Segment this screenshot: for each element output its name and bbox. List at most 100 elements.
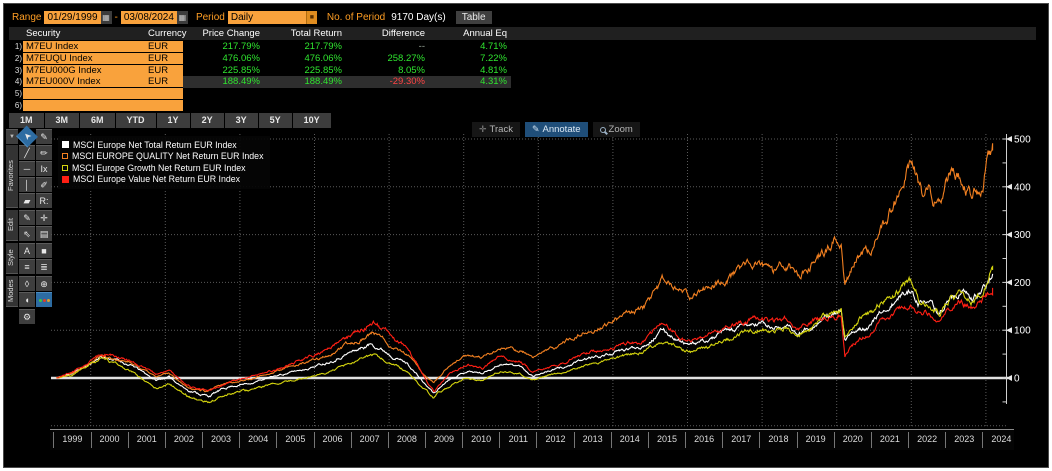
pencil-icon[interactable]: ✎: [36, 129, 52, 144]
year-label: 2003: [211, 434, 232, 444]
tab-ytd[interactable]: YTD: [115, 113, 156, 128]
column-header-currency[interactable]: Currency: [148, 28, 187, 39]
year-tick: [239, 432, 241, 448]
list-lines-icon[interactable]: ≣: [36, 259, 52, 274]
rectangle-icon[interactable]: ■: [36, 243, 52, 258]
color-dots-icon[interactable]: [36, 292, 52, 307]
table-row[interactable]: 6): [9, 99, 511, 112]
cell-security[interactable]: M7EU000V Index: [23, 76, 145, 89]
range-start-input[interactable]: 01/29/1999: [44, 11, 101, 24]
year-label: 2013: [582, 434, 603, 444]
period-select[interactable]: Daily: [227, 11, 306, 24]
trash-icon[interactable]: ▤: [36, 226, 52, 241]
year-label: 2015: [656, 434, 677, 444]
calendar-icon[interactable]: ▦: [176, 11, 188, 24]
eraser-icon[interactable]: ◊: [19, 276, 35, 291]
toolbar-section-label[interactable]: Edit: [6, 210, 18, 241]
tab-3m[interactable]: 3M: [44, 113, 80, 128]
cell-security[interactable]: [23, 88, 145, 101]
cell-currency[interactable]: EUR: [145, 76, 183, 89]
table-button[interactable]: Table: [455, 11, 492, 24]
horizontal-line-icon[interactable]: ─: [19, 161, 35, 176]
year-label: 2022: [917, 434, 938, 444]
column-header-price-change[interactable]: Price Change: [202, 28, 260, 39]
toolbar-section-label[interactable]: Modes: [6, 276, 18, 307]
text-style-icon[interactable]: A: [19, 243, 35, 258]
brush-icon[interactable]: ✐: [36, 177, 52, 192]
cell-currency[interactable]: EUR: [145, 41, 183, 53]
year-label: 2002: [173, 434, 194, 444]
tab-6m[interactable]: 6M: [80, 113, 115, 128]
draw-arrow-icon[interactable]: ✏: [36, 145, 52, 160]
row-number: 6): [14, 100, 22, 110]
toolbar-expand-icon[interactable]: ▼: [6, 129, 18, 144]
column-header-total-return[interactable]: Total Return: [290, 28, 342, 39]
crescent-mode-icon[interactable]: ◖: [19, 292, 35, 307]
legend-marker: [62, 141, 69, 149]
table-row[interactable]: 1) M7EU Index EUR 217.79% 217.79% -- 4.71%: [9, 41, 511, 53]
cell-security[interactable]: M7EU000G Index: [23, 64, 145, 77]
tab-1m[interactable]: 1M: [9, 113, 44, 128]
cell-currency[interactable]: EUR: [145, 52, 183, 65]
cell-price-change: 188.49%: [183, 76, 264, 89]
polygon-icon[interactable]: ▰: [19, 193, 35, 208]
range-end-input[interactable]: 03/08/2024: [120, 11, 177, 24]
regression-icon[interactable]: R:: [36, 193, 52, 208]
align-lines-icon[interactable]: ≡: [19, 259, 35, 274]
tab-2y[interactable]: 2Y: [190, 113, 224, 128]
year-label: 2008: [396, 434, 417, 444]
year-tick: [499, 432, 501, 448]
legend-label: MSCI EUROPE QUALITY Net Return EUR Index: [72, 151, 264, 162]
num-period-value: 9170 Day(s): [391, 12, 446, 23]
tab-1y[interactable]: 1Y: [156, 113, 190, 128]
column-header-annual-eq[interactable]: Annual Eq: [463, 28, 507, 39]
table-row[interactable]: 3) M7EU000G Index EUR 225.85% 225.85% 8.05% 4.…: [9, 64, 511, 77]
tab-5y[interactable]: 5Y: [258, 113, 292, 128]
cell-total-return: 217.79%: [304, 41, 342, 52]
year-tick: [796, 432, 798, 448]
tab-10y[interactable]: 10Y: [292, 113, 331, 128]
tab-3y[interactable]: 3Y: [224, 113, 258, 128]
toolbar-section-label[interactable]: Style: [6, 243, 18, 274]
edit-pencil-icon[interactable]: ✎: [19, 210, 35, 225]
y-axis-tick-arrow: [1006, 375, 1012, 381]
calendar-icon[interactable]: ▦: [100, 11, 112, 24]
magnet-icon[interactable]: ⊕: [36, 276, 52, 291]
year-tick: [610, 432, 612, 448]
toolbar-section-label[interactable]: Favorites: [6, 145, 18, 208]
select-arrow-icon[interactable]: ⇖: [19, 226, 35, 241]
cell-security[interactable]: M7EU Index: [23, 41, 145, 53]
column-header-security[interactable]: Security: [26, 28, 61, 39]
legend-marker: [62, 175, 69, 183]
row-number: 2): [14, 53, 22, 63]
cell-currency[interactable]: [145, 88, 183, 101]
cell-currency[interactable]: EUR: [145, 64, 183, 77]
period-label: Period: [195, 12, 225, 23]
toolbar-section-modes: Modes ◊ ⊕ ◖: [6, 276, 52, 307]
annotate-label: Annotate: [542, 124, 581, 135]
vertical-line-icon[interactable]: │: [19, 177, 35, 192]
cell-currency[interactable]: [145, 99, 183, 112]
cell-annual-eq: 4.81%: [480, 64, 507, 76]
cell-security[interactable]: [23, 99, 145, 112]
series-line-msci-europe-net-total-return-eur-index: [56, 273, 994, 398]
table-row[interactable]: 2) M7EUQU Index EUR 476.06% 476.06% 258.27% 7.…: [9, 52, 511, 65]
column-header-difference[interactable]: Difference: [381, 28, 425, 39]
table-row[interactable]: 5): [9, 88, 511, 101]
track-button[interactable]: ✛ Track: [472, 122, 520, 137]
legend-item: MSCI EUROPE QUALITY Net Return EUR Index: [62, 151, 263, 163]
cell-security[interactable]: M7EUQU Index: [23, 52, 145, 65]
move-icon[interactable]: ✛: [36, 210, 52, 225]
y-axis-tick-arrow: [1006, 327, 1012, 334]
year-tick: [908, 432, 910, 448]
annotate-button[interactable]: ✎ Annotate: [524, 122, 588, 137]
chart-toolbar: ✛ Track ✎ Annotate Zoom: [472, 122, 640, 137]
zoom-button[interactable]: Zoom: [592, 122, 640, 137]
chevron-down-icon[interactable]: ■: [305, 11, 317, 24]
drawing-toolbar: ▼ ➤ ✎ Favorites ╱ ✏ ─ Ix │ ✐ ▰ R: Edit ✎ ✛ ⇖ ▤ Style A ■ ≡ ≣ M…: [6, 125, 52, 325]
table-row[interactable]: 4) M7EU000V Index EUR 188.49% 188.49% -29.30%…: [9, 76, 511, 89]
settings-gear-icon[interactable]: ⚙: [19, 309, 35, 324]
y-axis-tick-arrow: [1006, 136, 1012, 142]
interval-stats-icon[interactable]: Ix: [36, 161, 52, 176]
year-tick: [685, 432, 687, 448]
